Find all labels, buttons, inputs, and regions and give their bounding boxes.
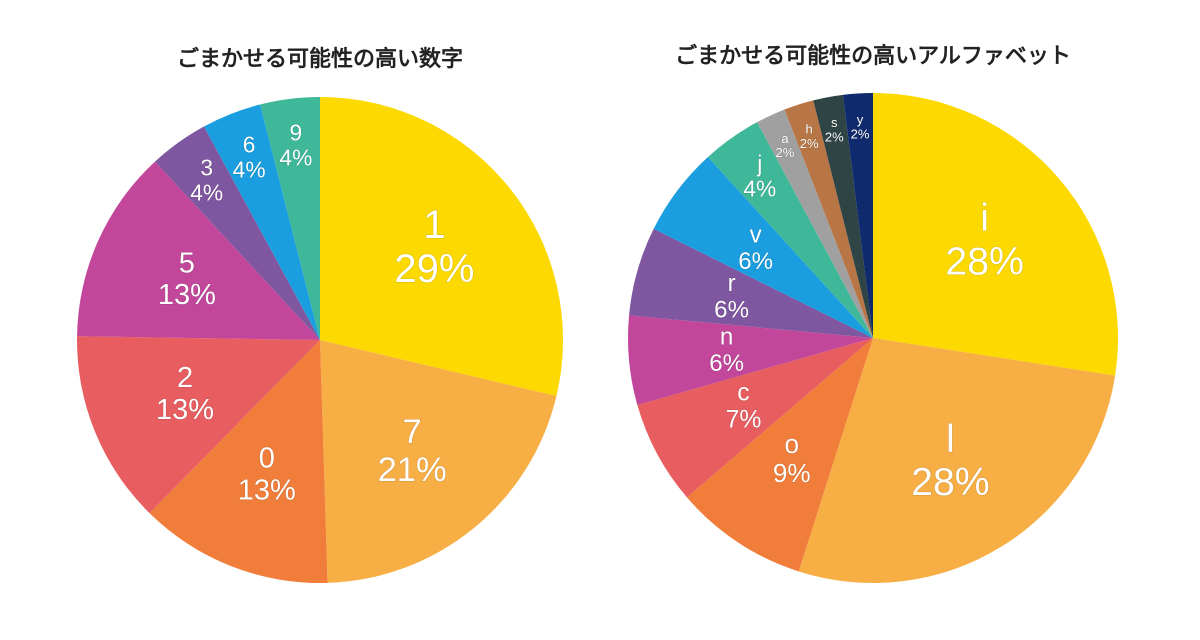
- slice-value-label: 7%: [726, 407, 762, 434]
- chart-title: ごまかせる可能性の高いアルファベット: [675, 43, 1071, 69]
- pie-slice: [77, 161, 320, 340]
- pie-slice: [627, 315, 873, 406]
- slice-category: 3: [200, 155, 213, 181]
- slice-category: i: [980, 197, 989, 240]
- slice-category: a: [781, 131, 789, 146]
- chart-title: ごまかせる可能性の高い数字: [177, 46, 463, 72]
- slice-category: o: [785, 429, 800, 459]
- slice-value-label: 13%: [158, 279, 216, 311]
- slice-value-label: 9%: [773, 458, 811, 488]
- slice-value-label: 28%: [911, 461, 989, 504]
- slice-category: 0: [259, 442, 275, 474]
- slice-value-label: 29%: [394, 247, 474, 291]
- pie-slice: [149, 340, 328, 583]
- pie-slice: [757, 109, 873, 338]
- pie-slice: [77, 336, 320, 514]
- slice-value-label: 13%: [156, 394, 214, 426]
- slice-category: l: [946, 418, 955, 461]
- pie-slice: [203, 104, 320, 340]
- slice-value-label: 4%: [190, 180, 223, 206]
- slice-category: c: [737, 379, 749, 406]
- pie-slice: [784, 100, 873, 338]
- slice-category: s: [831, 115, 838, 130]
- pie-slice: [873, 93, 1118, 376]
- pie-slice: [320, 97, 563, 397]
- pie-slice: [842, 93, 873, 338]
- slice-value-label: 28%: [945, 240, 1023, 283]
- slice-value-label: 6%: [738, 248, 773, 275]
- slice-category: 5: [179, 247, 195, 279]
- slice-value-label: 4%: [279, 145, 312, 171]
- slice-value-label: 4%: [233, 157, 266, 183]
- pie-slice: [798, 338, 1116, 583]
- slice-category: y: [857, 112, 864, 127]
- slice-category: v: [750, 222, 762, 249]
- slice-category: r: [728, 270, 736, 297]
- pie-slice: [260, 97, 320, 340]
- slice-value-label: 13%: [238, 474, 296, 506]
- pie-slice: [686, 338, 873, 572]
- slice-category: 6: [243, 131, 256, 157]
- pie-slice: [653, 156, 873, 338]
- pie-slice: [320, 340, 557, 583]
- slice-category: 9: [290, 120, 303, 146]
- pie-slice: [154, 126, 320, 340]
- slice-category: n: [720, 324, 733, 351]
- slice-category: h: [806, 122, 813, 137]
- slice-value-label: 6%: [714, 296, 749, 323]
- pie-slice: [707, 122, 873, 339]
- slice-category: 1: [423, 203, 445, 247]
- slice-category: j: [756, 151, 762, 177]
- pie-slice: [629, 228, 873, 338]
- slice-value-label: 2%: [776, 145, 795, 160]
- slice-category: 2: [177, 362, 193, 394]
- slice-value-label: 6%: [709, 350, 744, 377]
- slice-value-label: 2%: [825, 129, 844, 144]
- slice-value-label: 4%: [743, 176, 776, 202]
- pie-slice: [813, 94, 873, 339]
- slice-value-label: 2%: [800, 136, 819, 151]
- slice-value-label: 21%: [378, 451, 447, 489]
- slice-value-label: 2%: [851, 126, 870, 141]
- pie-slice: [637, 338, 873, 498]
- slice-category: 7: [403, 413, 422, 451]
